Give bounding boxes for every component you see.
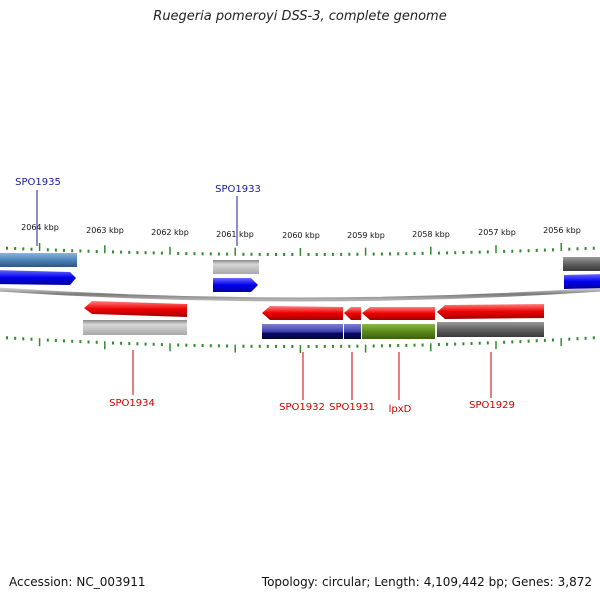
- shading-bar-spo1933: [213, 260, 259, 274]
- scale-label-2064: 2064 kbp: [21, 223, 59, 232]
- scale-label-2058: 2058 kbp: [412, 230, 450, 239]
- gene-label-lpxd[interactable]: lpxD: [389, 404, 412, 415]
- shading-bar-spo1934: [83, 320, 187, 335]
- gene-label-spo1935[interactable]: SPO1935: [15, 177, 61, 188]
- shading-bar-lpxd: [362, 324, 435, 339]
- scale-labels: 2064 kbp 2063 kbp 2062 kbp 2061 kbp 2060…: [21, 223, 581, 240]
- accession-label: Accession:: [9, 575, 73, 589]
- shading-bar-forward-edge: [563, 257, 600, 271]
- gene-arrow-spo1935[interactable]: [0, 270, 76, 285]
- upper-tick-track: [6, 243, 595, 256]
- scale-label-2057: 2057 kbp: [478, 228, 516, 237]
- gene-arrow-spo1933[interactable]: [213, 278, 258, 292]
- lower-tick-track: [6, 336, 595, 353]
- length-value: 4,109,442 bp: [423, 575, 504, 589]
- genome-backbone: [0, 287, 600, 302]
- scale-label-2063: 2063 kbp: [86, 226, 124, 235]
- scale-label-2062: 2062 kbp: [151, 228, 189, 237]
- length-label: Length:: [374, 575, 420, 589]
- accession-info: Accession: NC_003911: [9, 575, 146, 589]
- gene-label-spo1934[interactable]: SPO1934: [109, 398, 155, 409]
- gene-label-spo1931[interactable]: SPO1931: [329, 402, 375, 413]
- gene-label-spo1933[interactable]: SPO1933: [215, 184, 261, 195]
- scale-label-2056: 2056 kbp: [543, 226, 581, 235]
- gene-arrow-forward-edge[interactable]: [564, 274, 600, 289]
- shading-bar-spo1935: [0, 253, 77, 267]
- shading-bar-spo1929: [437, 322, 544, 337]
- gene-label-spo1932[interactable]: SPO1932: [279, 402, 325, 413]
- gene-arrow-spo1931[interactable]: [344, 307, 361, 320]
- map-title: Ruegeria pomeroyi DSS-3, complete genome: [153, 9, 447, 24]
- topology-value: circular: [321, 575, 367, 589]
- scale-label-2061: 2061 kbp: [216, 230, 254, 239]
- gene-arrow-spo1929[interactable]: [437, 304, 544, 319]
- gene-arrow-lpxd[interactable]: [362, 307, 435, 320]
- shading-bar-spo1932: [262, 324, 343, 339]
- gene-arrow-spo1934[interactable]: [84, 301, 187, 317]
- genome-stats: Topology: circular; Length: 4,109,442 bp; …: [261, 575, 592, 589]
- scale-label-2059: 2059 kbp: [347, 231, 385, 240]
- genes-label: Genes:: [511, 575, 554, 589]
- scale-label-2060: 2060 kbp: [282, 231, 320, 240]
- gene-arrow-spo1932[interactable]: [262, 306, 343, 320]
- shading-bar-spo1931: [344, 324, 361, 339]
- genes-value: 3,872: [557, 575, 592, 589]
- gene-label-spo1929[interactable]: SPO1929: [469, 400, 515, 411]
- accession-value: NC_003911: [76, 575, 146, 589]
- topology-label: Topology:: [261, 575, 318, 589]
